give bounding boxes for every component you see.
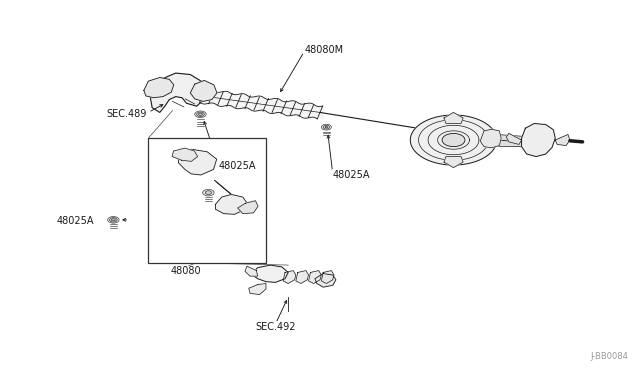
Text: 48025A: 48025A (218, 161, 256, 171)
Text: SEC.492: SEC.492 (255, 321, 296, 331)
Circle shape (195, 111, 206, 118)
Bar (148, 138, 266, 263)
Polygon shape (308, 270, 321, 283)
Polygon shape (249, 283, 266, 295)
Polygon shape (296, 270, 308, 283)
Circle shape (325, 126, 328, 128)
Polygon shape (556, 135, 570, 145)
Text: 48025A: 48025A (56, 216, 93, 226)
Text: 48080M: 48080M (304, 45, 343, 55)
Polygon shape (444, 157, 463, 168)
Polygon shape (321, 270, 334, 283)
Polygon shape (480, 129, 501, 148)
Polygon shape (237, 201, 258, 214)
Polygon shape (144, 77, 173, 98)
Circle shape (198, 113, 202, 115)
Text: 48025A: 48025A (333, 170, 370, 180)
Circle shape (203, 189, 214, 196)
Text: 48080: 48080 (171, 266, 201, 276)
Circle shape (108, 217, 119, 223)
Circle shape (109, 218, 117, 222)
Polygon shape (410, 115, 497, 165)
Polygon shape (315, 273, 336, 287)
Polygon shape (252, 265, 288, 282)
Text: SEC.489: SEC.489 (107, 109, 147, 119)
Circle shape (321, 124, 332, 130)
Polygon shape (216, 195, 247, 214)
Polygon shape (245, 266, 258, 276)
Circle shape (323, 125, 330, 129)
Polygon shape (506, 134, 522, 144)
Polygon shape (283, 270, 296, 283)
Polygon shape (522, 124, 556, 157)
Circle shape (442, 134, 465, 147)
Polygon shape (179, 149, 217, 175)
Circle shape (205, 191, 212, 195)
Text: J-BB0084: J-BB0084 (591, 352, 628, 361)
Polygon shape (172, 148, 198, 161)
Polygon shape (190, 80, 217, 102)
Circle shape (196, 112, 204, 116)
Circle shape (111, 219, 115, 221)
Polygon shape (444, 112, 463, 124)
Polygon shape (150, 73, 205, 112)
